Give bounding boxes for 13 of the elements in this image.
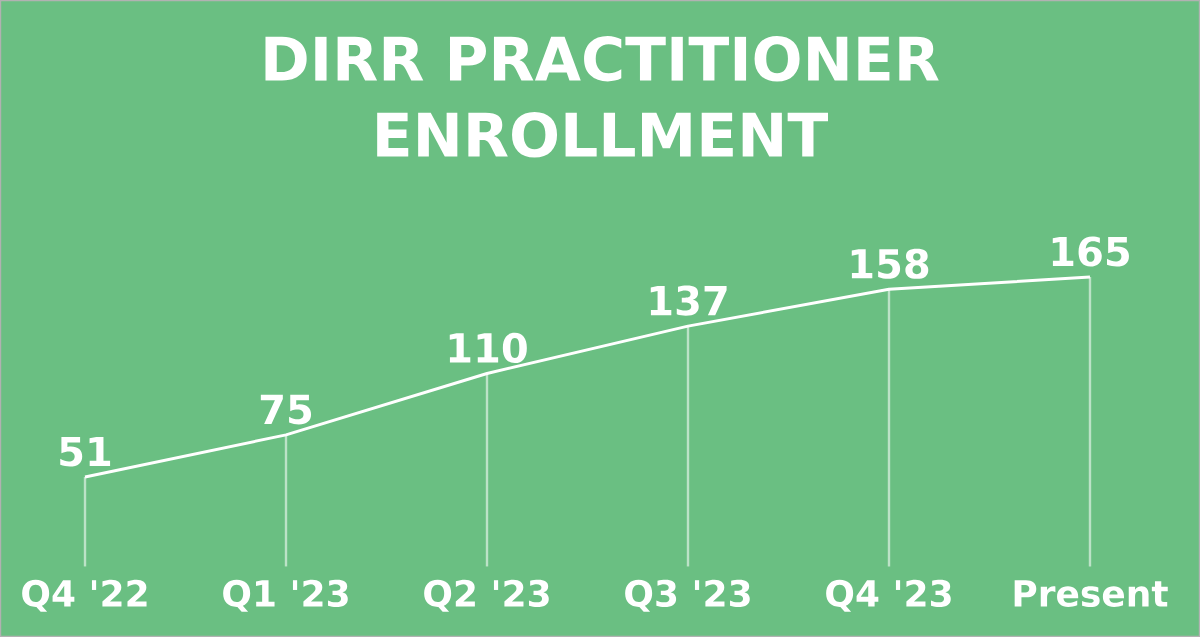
data-label: 137	[650, 285, 727, 316]
data-label: 158	[851, 248, 929, 279]
x-tick-label: Q4 '22	[22, 579, 147, 612]
x-tick-label: Present	[1014, 580, 1168, 607]
data-label: 110	[449, 332, 527, 364]
x-tick-label: Q4 '23	[826, 579, 951, 612]
data-label: 75	[260, 394, 312, 425]
x-tick-label: Q3 '23	[625, 579, 750, 612]
x-tick-label: Q1 '23	[223, 579, 348, 612]
x-tick-label: Q2 '23	[424, 579, 549, 612]
chart-title: DIRR PRACTITIONER ENROLLMENT	[265, 36, 939, 158]
data-label: 165	[1052, 236, 1129, 267]
data-label: 51	[60, 436, 111, 467]
